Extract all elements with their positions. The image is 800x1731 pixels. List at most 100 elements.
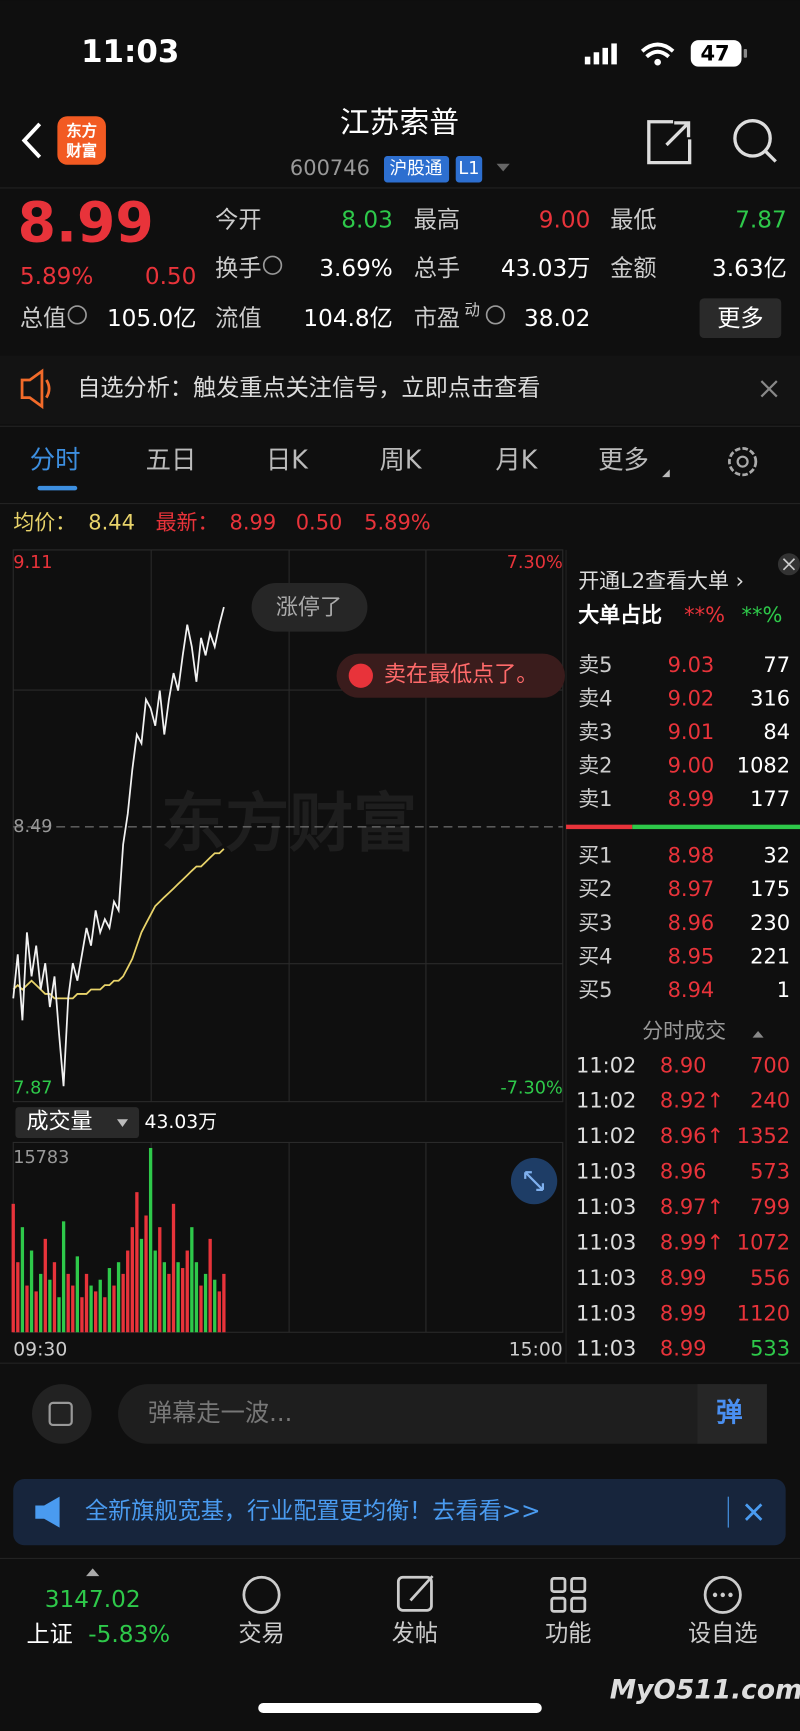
volume-bar [98, 1279, 102, 1333]
field-label: 金额 [610, 255, 656, 282]
field-label: 最低 [610, 207, 656, 234]
settings-button[interactable] [728, 447, 758, 477]
menu-button[interactable] [32, 1384, 92, 1444]
volume-bar [48, 1279, 52, 1333]
banner-text[interactable]: 全新旗舰宽基，行业配置更均衡！去看看>> [85, 1498, 541, 1525]
site-watermark: MyO511.com [610, 1674, 800, 1705]
app-logo [57, 116, 106, 165]
change-amount: 0.50 [145, 263, 197, 290]
expand-button[interactable] [510, 1157, 558, 1205]
tick-time: 11:02 [576, 1089, 636, 1113]
tab[interactable]: 周K [380, 445, 423, 475]
field-superscript: 动 [465, 301, 480, 319]
tick-qty: 1072 [737, 1230, 790, 1254]
tick-price: 8.92↑ [660, 1089, 724, 1113]
latest-percent: 5.89% [364, 510, 431, 534]
ticks-title: 分时成交 [642, 1019, 726, 1043]
volume-bar [43, 1238, 47, 1333]
sort-icon[interactable] [752, 1031, 764, 1038]
field-label: 总手 [414, 255, 460, 282]
notice-bar[interactable] [0, 355, 800, 425]
nav-label[interactable]: 发帖 [392, 1620, 438, 1647]
tick-price: 8.96 [660, 1160, 707, 1184]
volume-bar [80, 1297, 84, 1333]
battery-tip [743, 48, 748, 58]
tab[interactable]: 月K [495, 445, 538, 475]
avg-value: 8.44 [88, 510, 135, 534]
book-qty: 32 [763, 844, 790, 868]
ratio-buy: **% [684, 603, 725, 627]
share-button[interactable] [647, 120, 692, 165]
tick-qty: 1120 [737, 1301, 790, 1325]
dropdown-icon[interactable] [496, 163, 510, 172]
price-line [12, 606, 225, 1087]
nav-label[interactable]: 功能 [545, 1620, 591, 1647]
signal-bubble[interactable] [336, 653, 565, 698]
more-button[interactable] [699, 298, 782, 339]
info-icon[interactable] [67, 305, 87, 325]
tab[interactable]: 日K [266, 445, 309, 475]
tick-qty: 573 [750, 1160, 790, 1184]
field-value: 105.0亿 [107, 305, 196, 332]
tick-qty: 240 [750, 1089, 790, 1113]
ratio-bar-sell [566, 824, 633, 830]
book-price: 8.98 [668, 844, 715, 868]
close-button[interactable] [744, 1503, 763, 1521]
index-value[interactable]: 3147.02 [45, 1586, 141, 1613]
volume-bar [94, 1291, 98, 1333]
volume-bar [29, 1250, 34, 1333]
info-icon[interactable] [485, 305, 506, 325]
l2-link[interactable]: 开通L2查看大单 › [578, 569, 744, 593]
tick-qty: 533 [750, 1337, 790, 1361]
tick-time: 11:03 [576, 1160, 636, 1184]
volume-bar [208, 1238, 212, 1333]
tick-price: 8.96↑ [660, 1124, 724, 1148]
danmaku-button[interactable] [697, 1384, 767, 1444]
ratio-label: 大单占比 [578, 603, 662, 627]
expand-icon[interactable] [86, 1568, 100, 1577]
time-label: 15:00 [509, 1339, 563, 1360]
promo-banner[interactable] [13, 1479, 786, 1546]
comment-placeholder[interactable]: 弹幕走一波... [148, 1398, 292, 1427]
info-icon[interactable] [262, 255, 283, 275]
field-label: 今开 [215, 207, 261, 234]
danmaku-label[interactable]: 弹 [716, 1397, 742, 1428]
tag-text: 沪股通 [390, 158, 443, 179]
close-button[interactable] [777, 553, 800, 576]
notice-text[interactable]: 自选分析：触发重点关注信号，立即点击查看 [77, 374, 540, 401]
comment-input[interactable] [118, 1384, 767, 1444]
volume-bar [217, 1291, 221, 1333]
search-button[interactable] [733, 119, 777, 163]
field-value: 104.8亿 [303, 305, 392, 332]
volume-bar [194, 1262, 199, 1333]
field-value: 7.87 [735, 207, 787, 234]
menu-icon [48, 1401, 73, 1427]
tick-time: 11:03 [576, 1266, 636, 1290]
bubble-text[interactable]: 卖在最低点了。 [384, 663, 538, 688]
book-qty: 175 [750, 877, 790, 901]
home-indicator [258, 1703, 542, 1713]
tick-qty: 799 [750, 1195, 790, 1219]
close-button[interactable] [760, 380, 778, 398]
book-qty: 316 [750, 686, 790, 710]
field-value: 43.03万 [501, 255, 590, 282]
book-label: 卖4 [578, 686, 612, 710]
volume-bar [176, 1262, 180, 1333]
nav-label[interactable]: 交易 [238, 1620, 284, 1647]
index-percent[interactable]: -5.83% [88, 1621, 170, 1648]
nav-label[interactable]: 设自选 [688, 1620, 757, 1647]
wifi-icon [640, 42, 675, 59]
field-label: 换手 [215, 255, 261, 282]
back-button[interactable] [21, 122, 42, 159]
tab[interactable]: 五日 [146, 445, 197, 475]
volume-bar [11, 1203, 15, 1333]
field-value: 3.69% [319, 255, 393, 282]
tab[interactable]: 分时 [30, 445, 81, 475]
dropdown-icon [116, 1119, 128, 1128]
field-value: 3.63亿 [712, 255, 787, 282]
tab[interactable]: 更多 [598, 445, 649, 475]
volume-selector[interactable] [15, 1107, 140, 1139]
more-label[interactable]: 更多 [717, 305, 763, 332]
index-name[interactable]: 上证 [26, 1621, 72, 1648]
